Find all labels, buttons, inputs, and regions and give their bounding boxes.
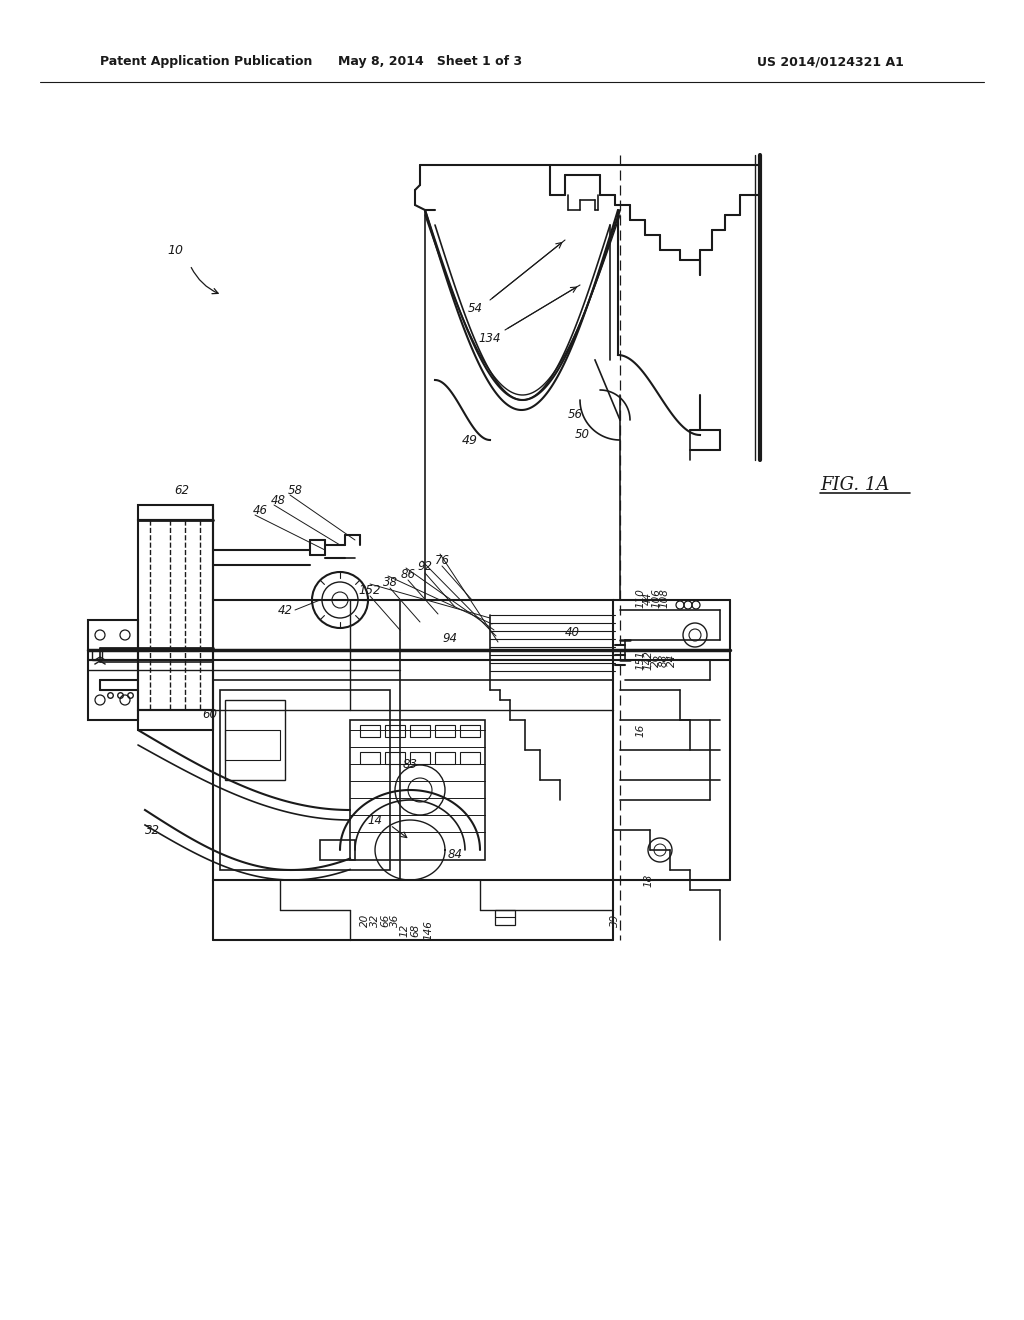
Text: 68: 68 (410, 924, 420, 937)
Text: 56: 56 (567, 408, 583, 421)
Text: 66: 66 (380, 913, 390, 927)
Bar (435, 725, 455, 737)
Text: 62: 62 (174, 483, 189, 496)
Text: 32: 32 (370, 913, 380, 927)
Bar (350, 719, 485, 861)
Bar (138, 506, 213, 520)
Text: 26: 26 (651, 653, 662, 667)
Text: 86: 86 (400, 568, 416, 581)
Text: 39: 39 (610, 913, 620, 927)
Bar (410, 725, 430, 737)
Bar (220, 690, 390, 870)
Text: 44: 44 (643, 591, 653, 605)
Text: 20: 20 (360, 913, 370, 927)
Bar (410, 752, 430, 764)
Text: 38: 38 (383, 576, 397, 589)
Text: 142: 142 (643, 649, 653, 671)
Bar (319, 840, 355, 861)
Text: 134: 134 (479, 331, 502, 345)
Text: Patent Application Publication: Patent Application Publication (100, 55, 312, 69)
Text: 40: 40 (564, 626, 580, 639)
Text: 46: 46 (253, 503, 267, 516)
Text: 76: 76 (434, 553, 450, 566)
Bar (435, 752, 455, 764)
Bar (88, 620, 138, 719)
Bar (213, 601, 613, 880)
Text: 32: 32 (144, 824, 160, 837)
Bar (385, 752, 406, 764)
Text: 42: 42 (278, 603, 293, 616)
Text: 58: 58 (288, 483, 302, 496)
Bar (360, 752, 380, 764)
Text: 152: 152 (358, 583, 381, 597)
Text: 50: 50 (574, 429, 590, 441)
Text: 151: 151 (635, 649, 645, 671)
Text: 108: 108 (659, 589, 669, 609)
Text: 94: 94 (442, 631, 458, 644)
Text: 60: 60 (203, 709, 217, 722)
Text: 16: 16 (635, 723, 645, 737)
Bar (385, 725, 406, 737)
Text: 12: 12 (400, 924, 410, 937)
Bar (495, 909, 515, 925)
Bar (460, 752, 480, 764)
Text: 36: 36 (390, 913, 400, 927)
Text: 54: 54 (468, 301, 482, 314)
Bar (360, 725, 380, 737)
Text: 92: 92 (418, 561, 432, 573)
Text: US 2014/0124321 A1: US 2014/0124321 A1 (757, 55, 903, 69)
Text: May 8, 2014   Sheet 1 of 3: May 8, 2014 Sheet 1 of 3 (338, 55, 522, 69)
Text: 88: 88 (659, 653, 669, 667)
Text: 110: 110 (635, 589, 645, 609)
Bar (138, 520, 213, 710)
Text: FIG. 1A: FIG. 1A (820, 477, 890, 494)
Text: 48: 48 (270, 494, 286, 507)
Text: 10: 10 (167, 243, 183, 256)
Bar (225, 700, 285, 780)
Bar (460, 725, 480, 737)
Text: 83: 83 (402, 759, 418, 771)
Text: 18: 18 (643, 874, 653, 887)
Text: 49: 49 (462, 433, 478, 446)
Text: 14: 14 (368, 813, 383, 826)
Text: 146: 146 (423, 920, 433, 940)
Bar (225, 730, 280, 760)
Text: 84: 84 (447, 849, 463, 862)
Text: 106: 106 (651, 589, 662, 609)
Bar (92, 649, 102, 660)
Text: 24: 24 (667, 653, 677, 667)
